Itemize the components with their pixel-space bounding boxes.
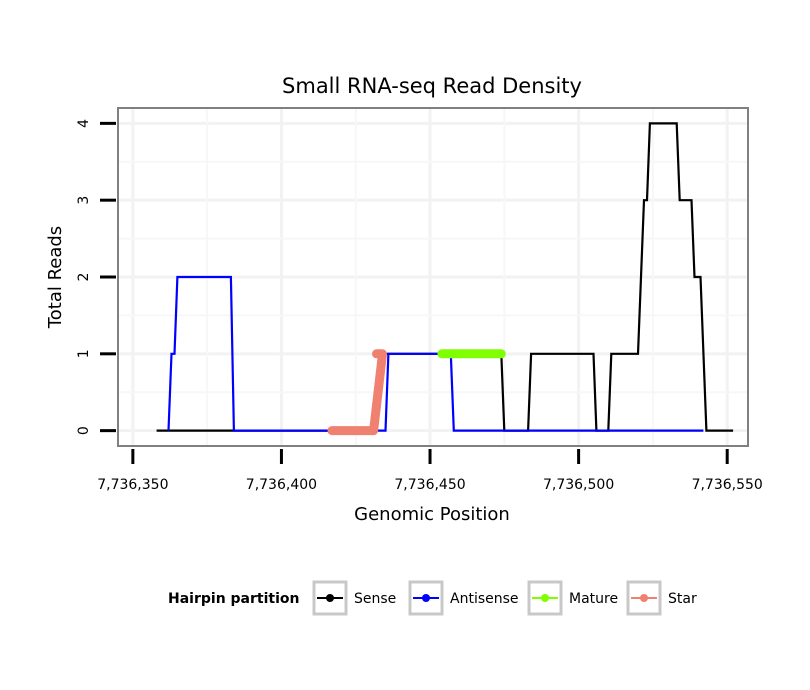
legend-key-dot-antisense [422, 594, 430, 602]
y-tick-label: 4 [76, 119, 92, 128]
series-line-sense [156, 122, 734, 432]
series-lines [156, 122, 734, 436]
y-tick-label: 1 [76, 349, 92, 358]
x-axis-label: Genomic Position [354, 504, 510, 525]
y-axis-label: Total Reads [45, 226, 66, 329]
y-tick-label: 3 [76, 196, 92, 205]
legend-label-mature: Mature [569, 591, 618, 607]
legend: Hairpin partition Sense Antisense Mature St… [168, 580, 697, 616]
x-tick-label: 7,736,400 [246, 477, 317, 493]
series-line-star [327, 349, 387, 436]
legend-key-dot-star [640, 594, 648, 602]
legend-label-antisense: Antisense [450, 591, 519, 607]
x-tick-label: 7,736,500 [543, 477, 614, 493]
chart-title: Small RNA-seq Read Density [282, 74, 582, 98]
legend-label-sense: Sense [354, 591, 396, 607]
axes: 7,736,350 7,736,400 7,736,450 7,736,500 7,73… [76, 119, 763, 493]
y-tick-label: 0 [76, 426, 92, 435]
legend-key-dot-sense [326, 594, 334, 602]
legend-title: Hairpin partition [168, 591, 299, 607]
legend-key-dot-mature [541, 594, 549, 602]
series-line-antisense [167, 275, 704, 432]
x-tick-label: 7,736,350 [97, 477, 168, 493]
x-tick-label: 7,736,550 [692, 477, 763, 493]
y-tick-label: 2 [76, 273, 92, 282]
legend-label-star: Star [668, 591, 697, 607]
x-tick-label: 7,736,450 [394, 477, 465, 493]
